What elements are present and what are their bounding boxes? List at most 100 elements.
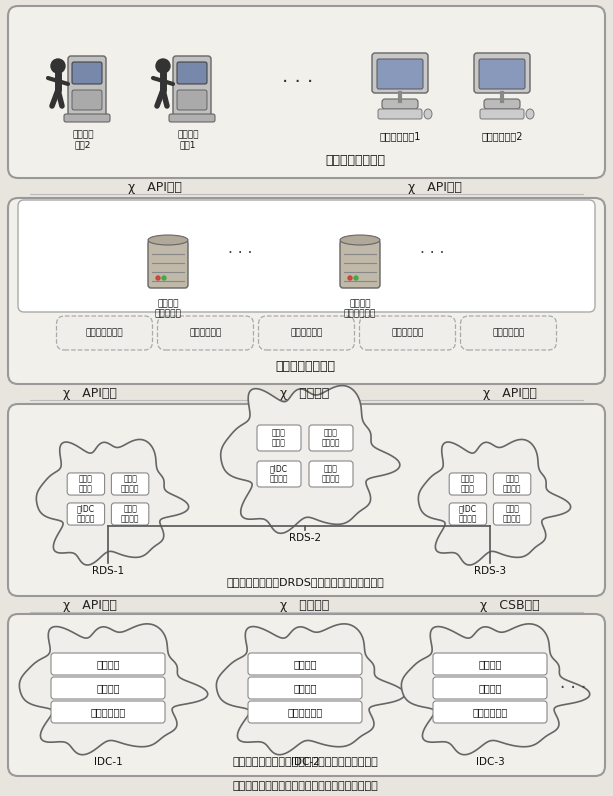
FancyBboxPatch shape (340, 240, 380, 288)
FancyBboxPatch shape (257, 425, 301, 451)
Text: χ   API调用: χ API调用 (63, 599, 117, 611)
FancyBboxPatch shape (8, 614, 605, 776)
Text: 自助办税
应用服务器: 自助办税 应用服务器 (154, 299, 181, 318)
Text: 自助办税
终端2: 自助办税 终端2 (72, 131, 94, 150)
Text: 数据处理中心: 数据处理中心 (291, 329, 322, 338)
FancyBboxPatch shape (309, 425, 353, 451)
Text: 跨IDC
数据管理: 跨IDC 数据管理 (270, 464, 288, 484)
Circle shape (162, 276, 166, 280)
FancyBboxPatch shape (480, 109, 524, 119)
FancyBboxPatch shape (479, 59, 525, 89)
Text: 云存储客户端: 云存储客户端 (287, 707, 322, 717)
Text: 数据存储: 数据存储 (293, 683, 317, 693)
Text: χ   数据同步: χ 数据同步 (280, 599, 330, 611)
FancyBboxPatch shape (51, 677, 165, 699)
FancyBboxPatch shape (248, 677, 362, 699)
FancyBboxPatch shape (18, 200, 595, 312)
FancyBboxPatch shape (460, 316, 557, 350)
Polygon shape (418, 439, 571, 565)
Text: 云存储客户端（房产交易系统和税务局征管系统）: 云存储客户端（房产交易系统和税务局征管系统） (232, 781, 378, 791)
Text: χ   API调用: χ API调用 (128, 181, 182, 193)
Text: 云存储
服务器: 云存储 服务器 (461, 474, 475, 494)
Text: χ   API调用: χ API调用 (408, 181, 462, 193)
Text: 云存储
控制节点: 云存储 控制节点 (322, 464, 340, 484)
Text: 云存储服务平台（DRDS分布式数据库服务支持）: 云存储服务平台（DRDS分布式数据库服务支持） (226, 577, 384, 587)
Text: 消息管理中心: 消息管理中心 (391, 329, 424, 338)
FancyBboxPatch shape (148, 240, 188, 288)
FancyBboxPatch shape (359, 316, 455, 350)
Text: 自助终端管理系统: 自助终端管理系统 (275, 360, 335, 373)
Polygon shape (20, 624, 208, 755)
FancyBboxPatch shape (378, 109, 422, 119)
Text: 云存储
服务器: 云存储 服务器 (79, 474, 93, 494)
FancyBboxPatch shape (177, 90, 207, 110)
Text: 系统应用: 系统应用 (293, 659, 317, 669)
FancyBboxPatch shape (173, 56, 211, 118)
Text: 云存储
服务节点: 云存储 服务节点 (503, 474, 521, 494)
Polygon shape (402, 624, 590, 755)
Text: RDS-3: RDS-3 (474, 565, 506, 576)
FancyBboxPatch shape (72, 62, 102, 84)
Text: · · ·: · · · (228, 247, 252, 262)
FancyBboxPatch shape (67, 473, 105, 495)
Text: 自助办税
终端1: 自助办税 终端1 (177, 131, 199, 150)
FancyBboxPatch shape (257, 461, 301, 487)
Text: χ   API调用: χ API调用 (63, 387, 117, 400)
FancyBboxPatch shape (259, 316, 354, 350)
Text: 数据存储: 数据存储 (96, 683, 120, 693)
Text: 跨IDC
数据管理: 跨IDC 数据管理 (459, 505, 477, 524)
Ellipse shape (526, 109, 534, 119)
Text: 云存储
控制节点: 云存储 控制节点 (503, 505, 521, 524)
FancyBboxPatch shape (64, 114, 110, 122)
Text: 自助办税
数据库服务器: 自助办税 数据库服务器 (344, 299, 376, 318)
FancyBboxPatch shape (169, 114, 215, 122)
FancyBboxPatch shape (158, 316, 254, 350)
FancyBboxPatch shape (493, 473, 531, 495)
Text: 云存储客户端: 云存储客户端 (90, 707, 126, 717)
FancyBboxPatch shape (433, 677, 547, 699)
FancyBboxPatch shape (493, 503, 531, 525)
FancyBboxPatch shape (51, 653, 165, 675)
Circle shape (354, 276, 358, 280)
Circle shape (156, 59, 170, 73)
Text: 系统应用: 系统应用 (96, 659, 120, 669)
Text: IDC-3: IDC-3 (476, 757, 504, 767)
Polygon shape (216, 624, 405, 755)
FancyBboxPatch shape (8, 6, 605, 178)
FancyBboxPatch shape (112, 473, 149, 495)
Text: IDC-2: IDC-2 (291, 757, 319, 767)
Text: 前端应用系统2: 前端应用系统2 (481, 131, 523, 141)
Text: · · ·: · · · (283, 73, 314, 92)
FancyBboxPatch shape (177, 62, 207, 84)
FancyBboxPatch shape (372, 53, 428, 93)
Text: 云存储客户端（房产交易系统和税务局征管系统）: 云存储客户端（房产交易系统和税务局征管系统） (232, 757, 378, 767)
FancyBboxPatch shape (433, 653, 547, 675)
Polygon shape (36, 439, 189, 565)
FancyBboxPatch shape (309, 461, 353, 487)
Text: 票证管理中心: 票证管理中心 (189, 329, 222, 338)
FancyBboxPatch shape (8, 404, 605, 596)
Text: 纳税人管理中心: 纳税人管理中心 (86, 329, 123, 338)
FancyBboxPatch shape (56, 316, 153, 350)
FancyBboxPatch shape (248, 653, 362, 675)
Text: 云存储客户端: 云存储客户端 (473, 707, 508, 717)
Text: 云存储
服务节点: 云存储 服务节点 (322, 428, 340, 447)
Text: 数据存储: 数据存储 (478, 683, 502, 693)
FancyBboxPatch shape (112, 503, 149, 525)
Circle shape (51, 59, 65, 73)
FancyBboxPatch shape (248, 701, 362, 723)
Text: RDS-2: RDS-2 (289, 533, 321, 543)
FancyBboxPatch shape (377, 59, 423, 89)
FancyBboxPatch shape (484, 99, 520, 109)
Text: χ   API调用: χ API调用 (483, 387, 537, 400)
Text: RDS-1: RDS-1 (92, 565, 124, 576)
Text: χ   CSB调用: χ CSB调用 (480, 599, 540, 611)
Ellipse shape (148, 235, 188, 245)
FancyBboxPatch shape (67, 503, 105, 525)
FancyBboxPatch shape (474, 53, 530, 93)
Text: 系统应用: 系统应用 (478, 659, 502, 669)
Text: 自助办税前端应用: 自助办税前端应用 (325, 154, 385, 166)
Text: 云存储
服务节点: 云存储 服务节点 (121, 474, 139, 494)
Text: 云存储
服务器: 云存储 服务器 (272, 428, 286, 447)
FancyBboxPatch shape (449, 473, 487, 495)
